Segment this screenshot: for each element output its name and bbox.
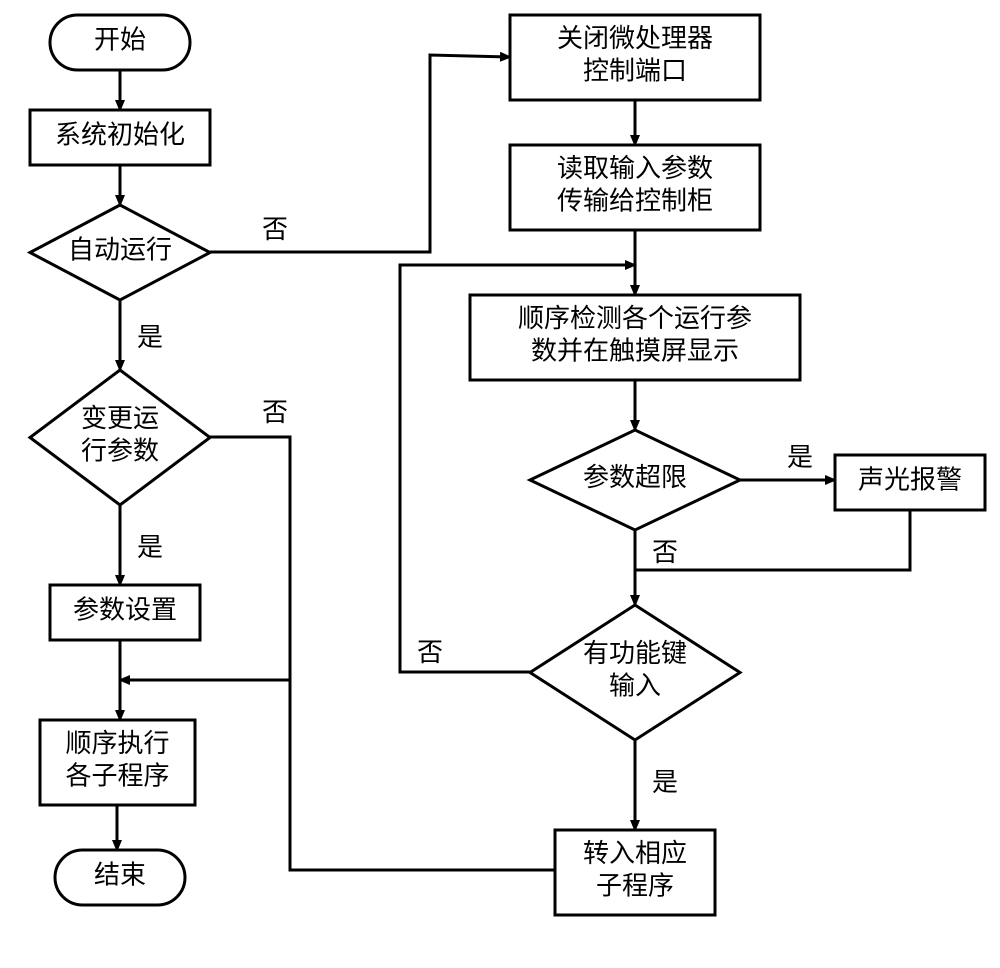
node-seqexec-line-0: 顺序执行 [65,729,169,758]
node-change-line-0: 变更运 [81,404,159,433]
node-gotosub-line-1: 子程序 [596,872,674,901]
node-overlimit: 参数超限 [530,430,740,530]
node-end-line-0: 结束 [94,860,146,889]
node-seqexec: 顺序执行各子程序 [40,720,195,805]
node-gotosub-line-0: 转入相应 [583,839,687,868]
node-change-line-1: 行参数 [81,437,159,466]
node-auto: 自动运行 [30,205,210,300]
node-change: 变更运行参数 [30,370,210,505]
node-init: 系统初始化 [30,110,210,165]
edge-16 [210,437,290,680]
node-seqcheck: 顺序检测各个运行参数并在触摸屏显示 [470,295,800,380]
edge-16-label: 否 [262,398,288,427]
node-readparams: 读取输入参数传输给控制柜 [510,145,760,230]
node-start-line-0: 开始 [94,25,146,54]
node-funckey-line-1: 输入 [609,672,661,701]
edge-14-label: 是 [652,768,678,797]
node-start: 开始 [50,15,190,70]
edge-3-label: 是 [137,533,163,562]
edge-12-label: 否 [652,538,678,567]
node-overlimit-line-0: 参数超限 [583,463,687,492]
node-readparams-line-0: 读取输入参数 [557,154,713,183]
node-init-line-0: 系统初始化 [55,120,185,149]
node-closeport: 关闭微处理器控制端口 [510,15,760,100]
node-seqcheck-line-0: 顺序检测各个运行参 [518,304,752,333]
edge-10-label: 是 [787,443,813,472]
node-paramset-line-0: 参数设置 [73,595,177,624]
edge-6 [210,55,510,252]
edge-2-label: 是 [137,323,163,352]
node-funckey-line-0: 有功能键 [583,639,687,668]
node-alarm-line-0: 声光报警 [858,465,962,494]
node-gotosub: 转入相应子程序 [555,830,715,915]
node-seqexec-line-1: 各子程序 [65,762,169,791]
edge-6-label: 否 [262,215,288,244]
node-alarm: 声光报警 [835,455,985,510]
flowchart: 开始系统初始化自动运行变更运行参数参数设置顺序执行各子程序结束 关闭微处理器控制端… [0,0,1000,968]
node-closeport-line-1: 控制端口 [583,57,687,86]
node-closeport-line-0: 关闭微处理器 [557,24,713,53]
edge-13-label: 否 [417,638,443,667]
node-paramset: 参数设置 [50,585,200,640]
node-auto-line-0: 自动运行 [68,235,172,264]
node-readparams-line-1: 传输给控制柜 [557,187,713,216]
node-end: 结束 [55,850,185,905]
node-seqcheck-line-1: 数并在触摸屏显示 [531,337,739,366]
node-funckey: 有功能键输入 [530,605,740,740]
